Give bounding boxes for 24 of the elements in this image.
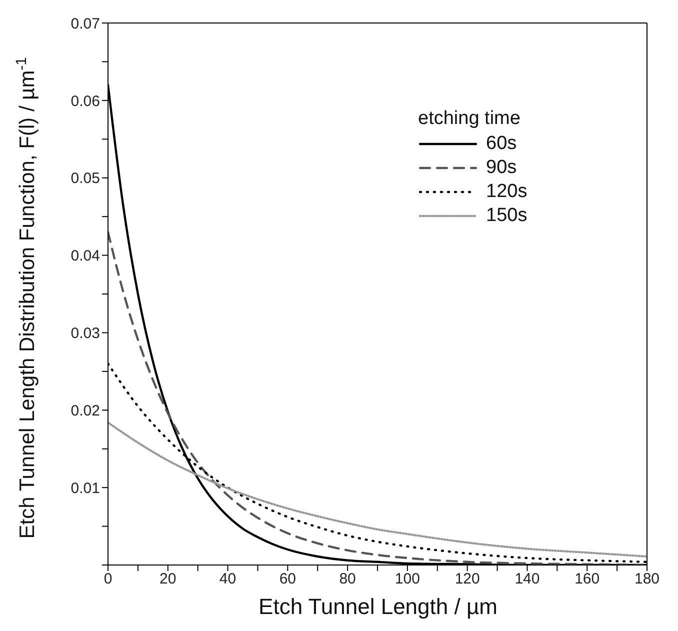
y-tick-label: 0.06 — [70, 92, 100, 110]
line-series — [108, 421, 647, 558]
x-tick-label: 140 — [514, 570, 540, 588]
x-tick-label: 80 — [339, 570, 356, 588]
x-tick-label: 20 — [160, 570, 176, 588]
legend-label: 120s — [486, 181, 528, 203]
x-tick-label: 60 — [279, 570, 296, 588]
legend-title: etching time — [418, 108, 522, 130]
legend-label: 60s — [486, 133, 517, 155]
legend-label: 150s — [486, 205, 528, 227]
x-tick-label: 120 — [454, 570, 480, 588]
x-tick-label: 100 — [394, 570, 420, 588]
y-tick-label: 0.02 — [70, 402, 100, 420]
x-axis-title: Etch Tunnel Length / µm — [258, 594, 498, 619]
x-tick-label: 160 — [574, 570, 600, 588]
y-tick-label: 0.04 — [70, 248, 100, 265]
x-tick-label: 0 — [104, 570, 112, 588]
y-tick-label: 0.07 — [70, 15, 100, 32]
x-tick-label: 40 — [219, 570, 236, 588]
y-tick-label: 0.01 — [70, 480, 100, 497]
x-tick-label: 180 — [634, 570, 660, 588]
y-tick-label: 0.05 — [70, 170, 100, 188]
y-tick-label: 0.03 — [70, 325, 100, 342]
legend-label: 90s — [486, 157, 517, 179]
